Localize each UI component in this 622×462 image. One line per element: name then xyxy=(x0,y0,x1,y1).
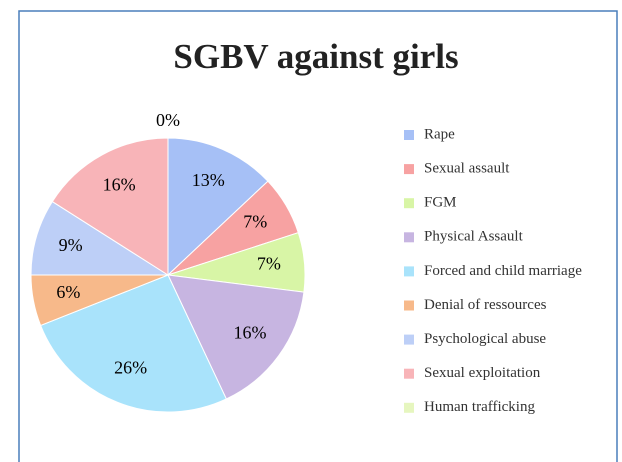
value-label: 16% xyxy=(234,323,267,343)
legend-label: Human trafficking xyxy=(424,399,535,415)
value-label: 16% xyxy=(103,174,136,194)
pie-slice xyxy=(167,274,305,400)
legend-swatch xyxy=(404,334,414,345)
legend-swatch xyxy=(404,402,414,413)
value-label: 7% xyxy=(257,254,281,274)
pie-slice xyxy=(39,274,227,413)
legend-label: Denial of ressources xyxy=(424,297,547,313)
value-label: 9% xyxy=(59,235,83,255)
value-label: 6% xyxy=(56,282,80,302)
legend-swatch xyxy=(404,198,414,209)
legend-label: Sexual exploitation xyxy=(424,365,541,381)
legend-label: FGM xyxy=(424,195,457,211)
legend-label: Psychological abuse xyxy=(424,331,546,347)
legend-swatch xyxy=(404,130,414,140)
legend-label: Physical Assault xyxy=(424,229,524,245)
legend-label: Forced and child marriage xyxy=(424,263,582,279)
legend-swatch xyxy=(404,300,414,311)
value-label: 26% xyxy=(114,357,147,377)
legend-label: Rape xyxy=(424,126,455,142)
legend-label: Sexual assault xyxy=(424,161,510,177)
value-label: 0% xyxy=(156,110,180,130)
value-label: 13% xyxy=(192,170,225,190)
legend-swatch xyxy=(404,232,414,243)
legend-swatch xyxy=(404,368,414,379)
legend-swatch xyxy=(404,164,414,175)
pie-slice xyxy=(51,137,169,276)
legend-swatch xyxy=(404,266,414,277)
value-label: 7% xyxy=(243,212,267,232)
pie-slice xyxy=(167,137,269,277)
chart-title: SGBV against girls xyxy=(173,37,458,76)
frame xyxy=(18,10,618,462)
